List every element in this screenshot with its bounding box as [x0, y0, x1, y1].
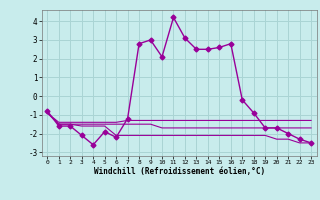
X-axis label: Windchill (Refroidissement éolien,°C): Windchill (Refroidissement éolien,°C) — [94, 167, 265, 176]
